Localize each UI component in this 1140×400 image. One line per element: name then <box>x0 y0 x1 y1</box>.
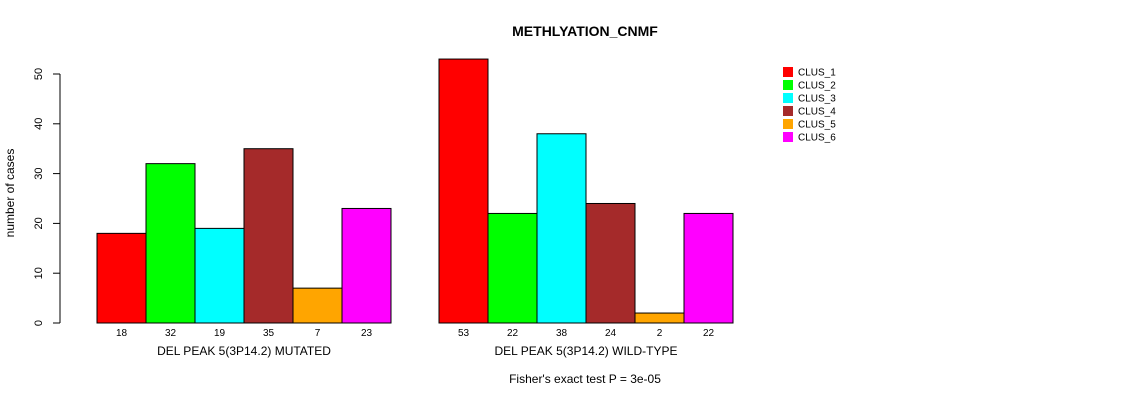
bar-clus-1 <box>96 232 147 324</box>
y-tick-label: 20 <box>33 217 45 229</box>
y-tick-label: 50 <box>33 68 45 80</box>
count-label: 7 <box>315 328 321 339</box>
chart-title: METHLYATION_CNMF <box>512 23 658 39</box>
y-tick-label: 10 <box>33 267 45 279</box>
count-label: 19 <box>214 328 226 339</box>
bar-clus-3 <box>536 133 587 324</box>
y-tick-label: 30 <box>33 167 45 179</box>
bar-clus-3 <box>194 227 245 324</box>
legend-label: CLUS_6 <box>798 133 836 144</box>
legend-swatch <box>783 106 793 116</box>
bar-clus-4 <box>243 148 294 324</box>
bar-clus-5 <box>634 312 685 324</box>
count-label: 22 <box>703 328 715 339</box>
legend-swatch <box>783 80 793 90</box>
count-label: 32 <box>165 328 177 339</box>
bar-clus-5 <box>292 287 343 324</box>
bars <box>96 58 734 324</box>
legend-label: CLUS_4 <box>798 107 836 118</box>
count-label: 24 <box>605 328 617 339</box>
legend-label: CLUS_2 <box>798 81 836 92</box>
count-label: 18 <box>116 328 128 339</box>
count-label: 2 <box>657 328 663 339</box>
legend-label: CLUS_3 <box>798 94 836 105</box>
legend-swatch <box>783 93 793 103</box>
y-tick-label: 0 <box>33 320 45 326</box>
legend-label: CLUS_5 <box>798 120 836 131</box>
group-label: DEL PEAK 5(3P14.2) MUTATED <box>157 344 331 358</box>
count-label: 23 <box>361 328 373 339</box>
legend-label: CLUS_1 <box>798 68 836 79</box>
legend-swatch <box>783 67 793 77</box>
count-label: 22 <box>507 328 519 339</box>
group-label: DEL PEAK 5(3P14.2) WILD-TYPE <box>495 344 678 358</box>
bar-clus-6 <box>341 207 392 324</box>
bar-clus-1 <box>438 58 489 324</box>
count-label: 35 <box>263 328 275 339</box>
count-labels: 18 32 19 35 7 23 53 22 38 24 2 22 <box>116 328 715 339</box>
y-axis-label: number of cases <box>3 149 17 238</box>
legend-swatch <box>783 119 793 129</box>
count-label: 38 <box>556 328 568 339</box>
y-tick-label: 40 <box>33 118 45 130</box>
bar-clus-6 <box>683 212 734 324</box>
footnote: Fisher's exact test P = 3e-05 <box>509 372 661 386</box>
y-axis: 0 10 20 30 40 50 <box>33 68 61 326</box>
bar-clus-4 <box>585 202 636 324</box>
count-label: 53 <box>458 328 470 339</box>
legend-swatch <box>783 132 793 142</box>
group-labels: DEL PEAK 5(3P14.2) MUTATED DEL PEAK 5(3P1… <box>157 344 677 358</box>
bar-clus-2 <box>487 212 538 324</box>
legend: CLUS_1 CLUS_2 CLUS_3 CLUS_4 CLUS_5 CLUS_6 <box>783 67 836 144</box>
bar-clus-2 <box>145 163 196 324</box>
